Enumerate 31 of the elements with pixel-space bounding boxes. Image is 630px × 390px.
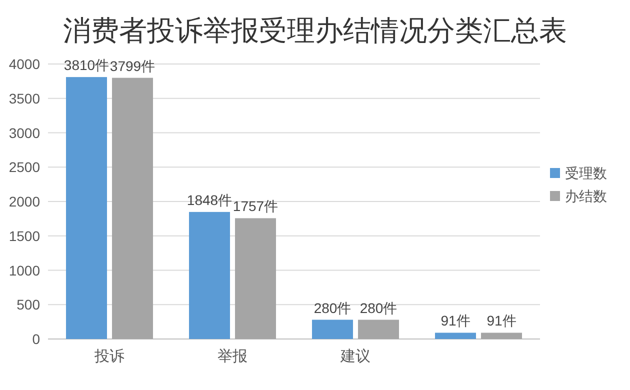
bar xyxy=(358,320,399,339)
legend-label: 受理数 xyxy=(565,165,607,181)
x-tick-label: 投诉 xyxy=(94,348,124,365)
bar xyxy=(66,77,107,339)
x-tick-label: 举报 xyxy=(218,348,248,365)
y-tick-label: 3000 xyxy=(8,124,40,141)
data-label: 1848件 xyxy=(186,192,232,208)
data-label: 3810件 xyxy=(64,57,110,74)
data-label: 280件 xyxy=(360,300,398,316)
data-label: 1757件 xyxy=(232,198,278,214)
bar xyxy=(235,218,276,339)
bar xyxy=(312,320,353,339)
y-tick-label: 1500 xyxy=(8,228,40,244)
bar xyxy=(112,78,153,339)
bar xyxy=(435,332,476,339)
y-tick-label: 4000 xyxy=(8,56,40,72)
y-tick-label: 1000 xyxy=(8,262,40,278)
chart-title: 消费者投诉举报受理办结情况分类汇总表 xyxy=(63,15,567,46)
y-tick-label: 2000 xyxy=(8,194,40,210)
bar xyxy=(189,212,230,339)
data-label: 91件 xyxy=(440,312,470,329)
y-tick-label: 500 xyxy=(16,296,40,313)
y-tick-label: 0 xyxy=(32,331,40,347)
bar xyxy=(481,332,522,339)
legend-label: 办结数 xyxy=(565,188,607,204)
data-label: 91件 xyxy=(486,312,516,329)
y-tick-label: 3500 xyxy=(8,90,40,106)
y-tick-label: 2500 xyxy=(8,159,40,176)
data-label: 3799件 xyxy=(110,58,156,74)
data-label: 280件 xyxy=(314,300,352,316)
x-tick-label: 建议 xyxy=(340,348,370,365)
